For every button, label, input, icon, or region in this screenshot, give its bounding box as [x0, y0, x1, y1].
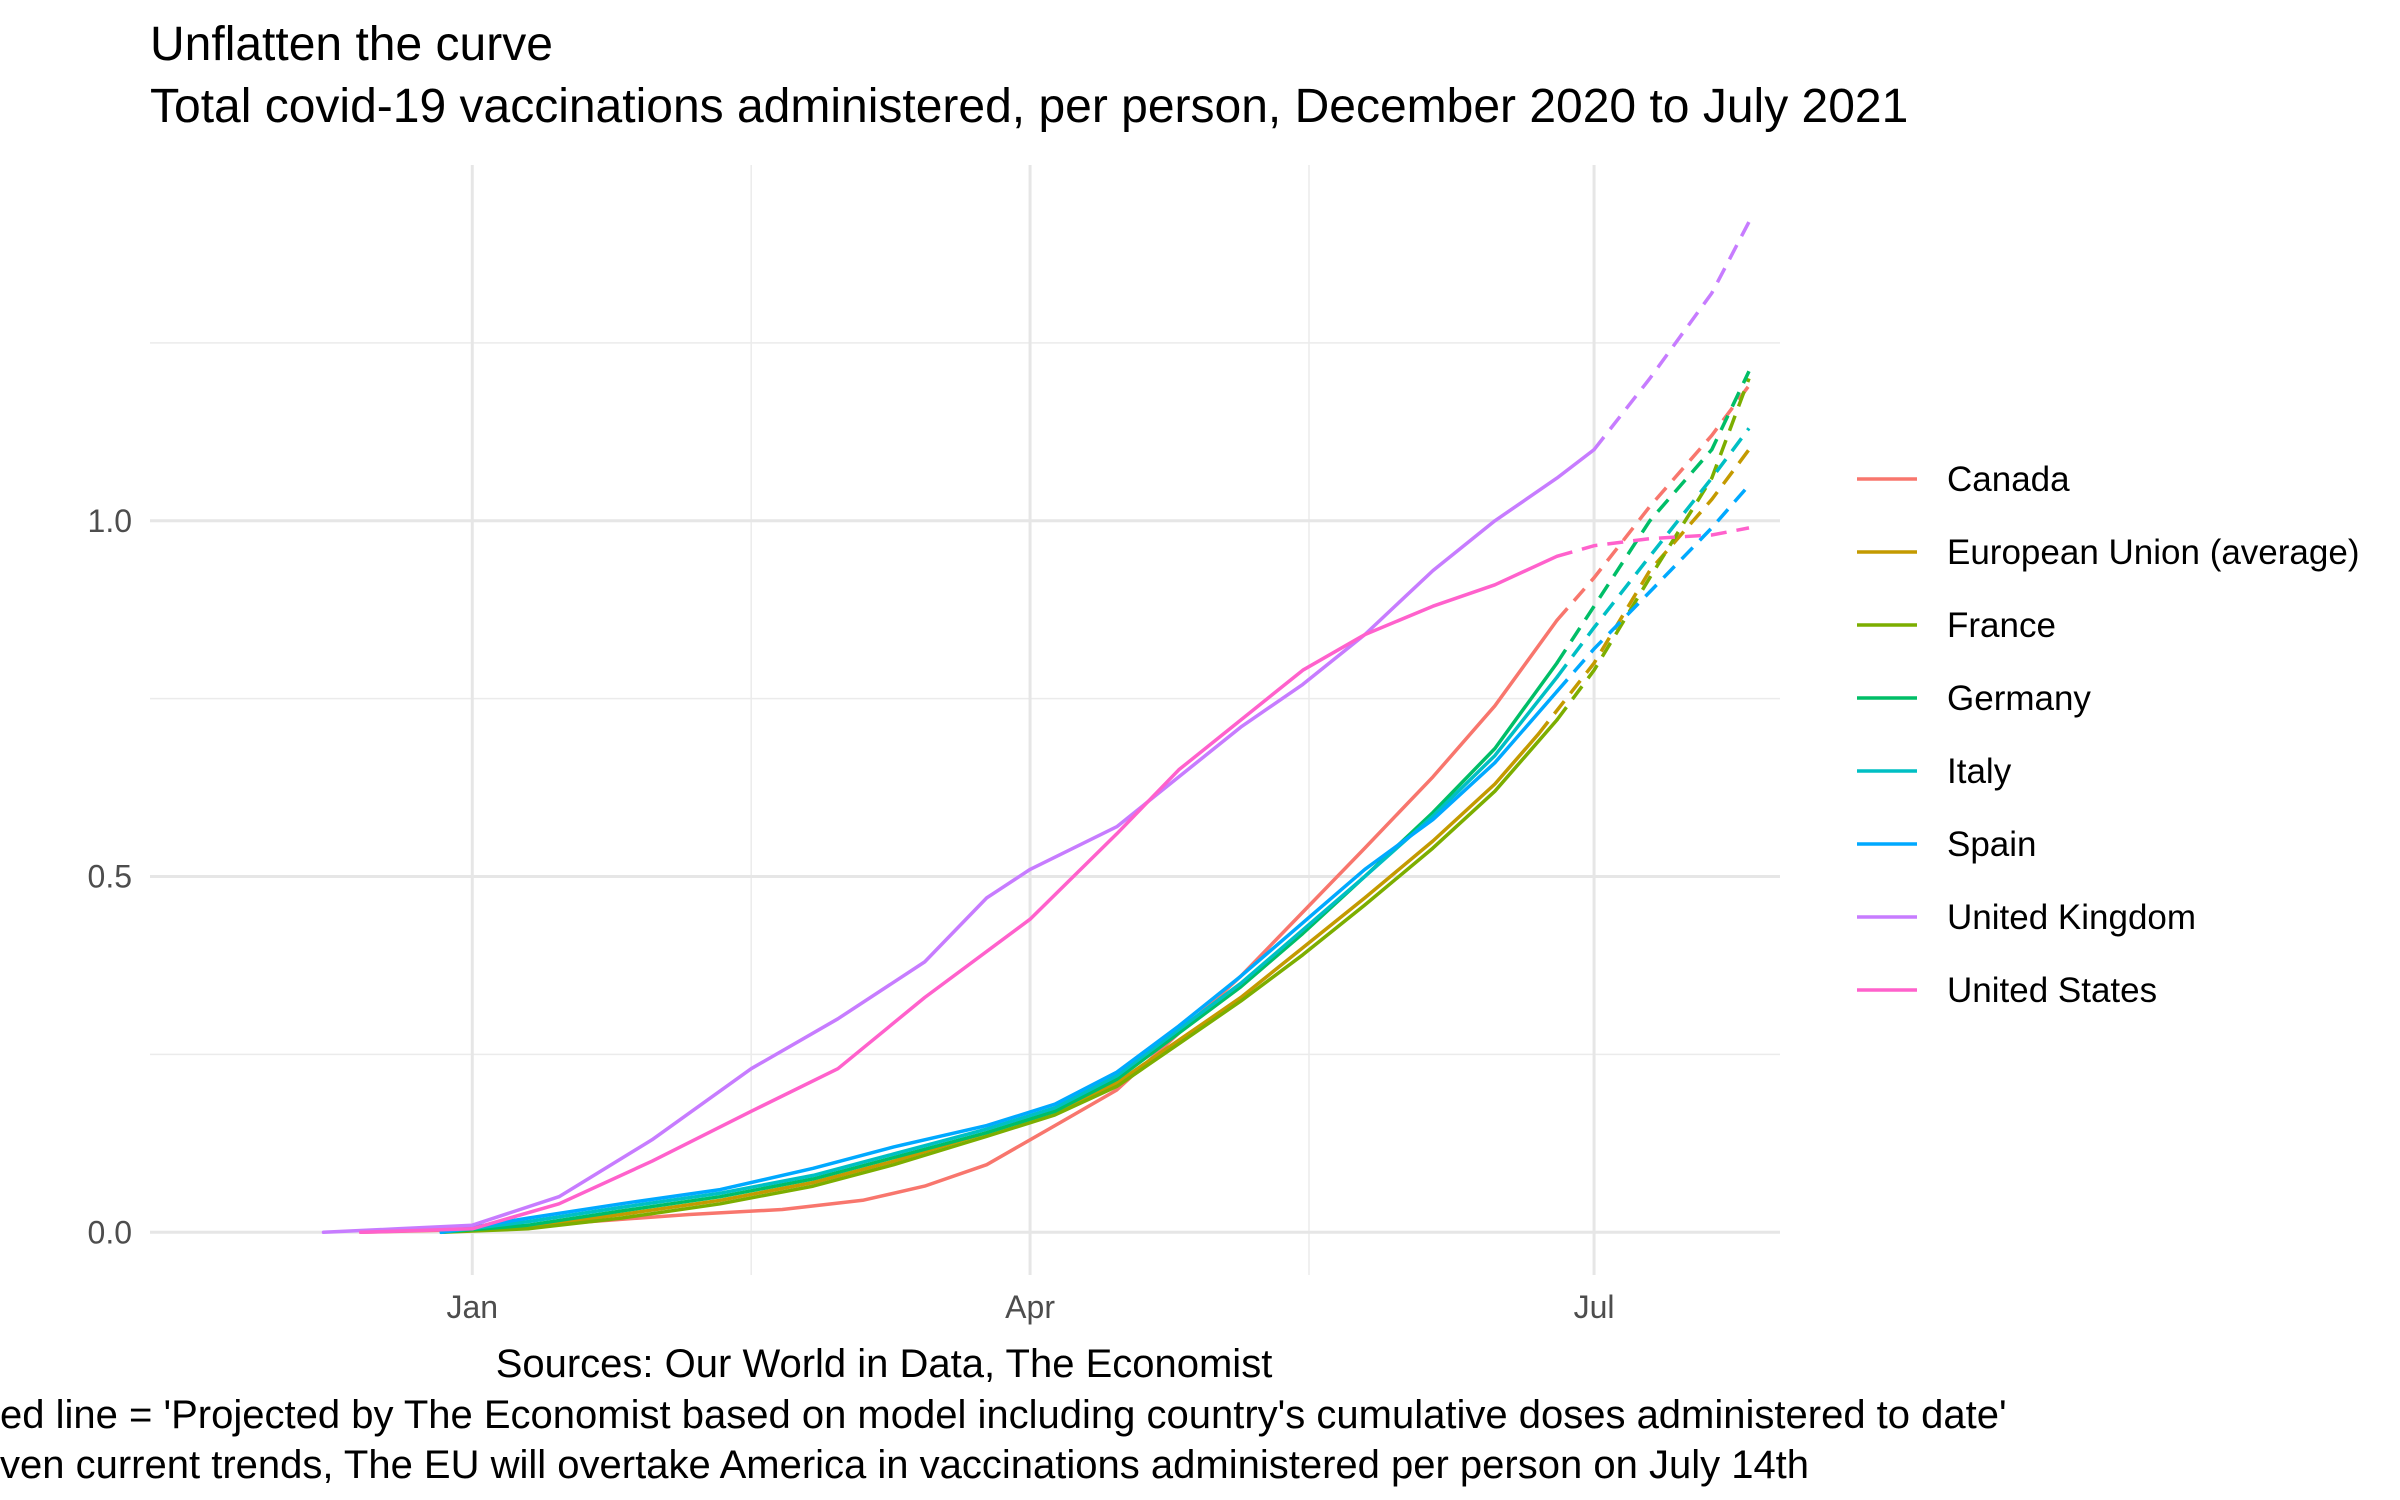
legend-label-canada: Canada: [1947, 460, 2070, 499]
series-projection-european-union-average: [1536, 448, 1751, 736]
series-line-canada: [358, 618, 1559, 1235]
series-line-germany: [439, 661, 1559, 1235]
series-line-spain: [439, 689, 1559, 1235]
x-tick-label-1: Apr: [1005, 1289, 1055, 1325]
x-tick-labels: Jan Apr Jul: [446, 1289, 1614, 1325]
legend-label-italy: Italy: [1947, 752, 2012, 791]
series-line-united-states: [358, 554, 1559, 1235]
series-projection-united-states: [1556, 526, 1750, 558]
chart-subtitle: Total covid-19 vaccinations administered…: [150, 80, 1908, 133]
y-tick-label-2: 1.0: [88, 503, 132, 539]
series-projection-germany: [1555, 370, 1751, 665]
chart-title: Unflatten the curve: [150, 18, 553, 71]
caption-trend-note: ven current trends, The EU will overtake…: [0, 1443, 1809, 1487]
legend-label-european-union-average: European Union (average): [1947, 533, 2359, 572]
caption-sources: Sources: Our World in Data, The Economis…: [496, 1342, 1273, 1386]
series-projection-france: [1555, 377, 1751, 722]
series-layer: [321, 221, 1751, 1235]
series-projection-united-kingdom: [1592, 221, 1751, 451]
y-tick-label-0: 0.0: [88, 1214, 132, 1250]
caption-projection-note: ed line = 'Projected by The Economist ba…: [0, 1393, 2007, 1437]
series-line-united-kingdom: [321, 447, 1596, 1235]
y-tick-label-1: 0.5: [88, 859, 132, 895]
series-line-france: [439, 718, 1559, 1235]
series-projection-italy: [1555, 427, 1751, 679]
legend-label-spain: Spain: [1947, 825, 2037, 864]
legend: Canada European Union (average) France Germ…: [1857, 460, 2359, 1010]
grid-major: [150, 165, 1780, 1275]
series-line-european-union-average: [439, 732, 1541, 1235]
x-tick-label-2: Jul: [1574, 1289, 1615, 1325]
legend-label-france: France: [1947, 606, 2056, 645]
x-tick-label-0: Jan: [446, 1289, 498, 1325]
legend-label-germany: Germany: [1947, 679, 2091, 718]
series-line-italy: [439, 675, 1559, 1235]
series-projection-spain: [1555, 484, 1751, 693]
legend-label-united-states: United States: [1947, 971, 2157, 1010]
legend-label-united-kingdom: United Kingdom: [1947, 898, 2196, 937]
grid-minor: [150, 165, 1780, 1275]
series-projection-canada: [1555, 384, 1751, 622]
y-tick-labels: 0.0 0.5 1.0: [88, 503, 132, 1251]
